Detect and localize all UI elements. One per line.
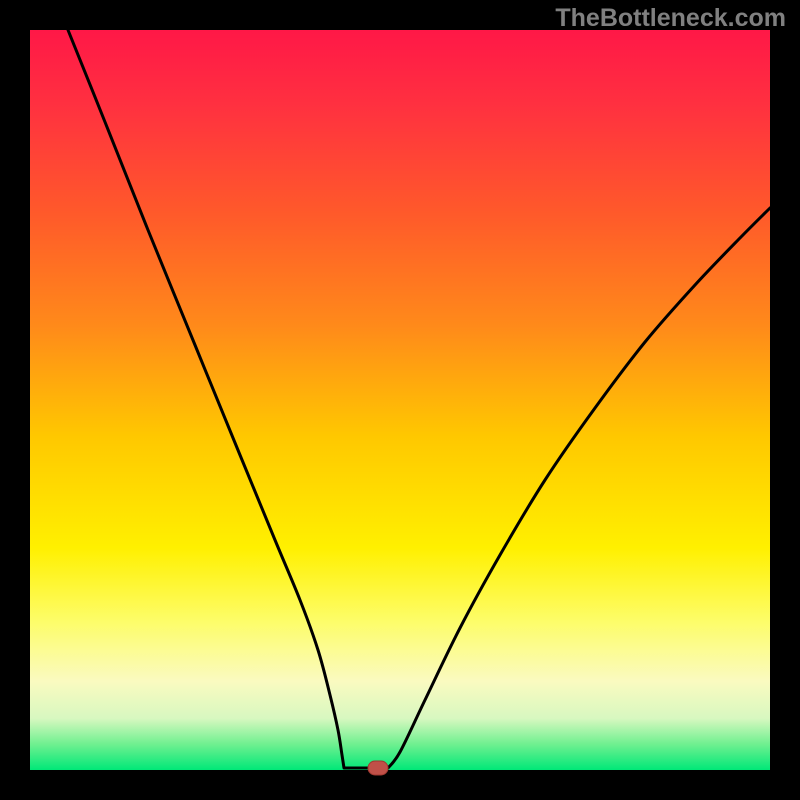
optimum-marker	[368, 761, 388, 775]
chart-container: TheBottleneck.com	[0, 0, 800, 800]
watermark-text: TheBottleneck.com	[555, 4, 786, 33]
curve-layer	[0, 0, 800, 800]
bottleneck-curve	[68, 30, 770, 768]
